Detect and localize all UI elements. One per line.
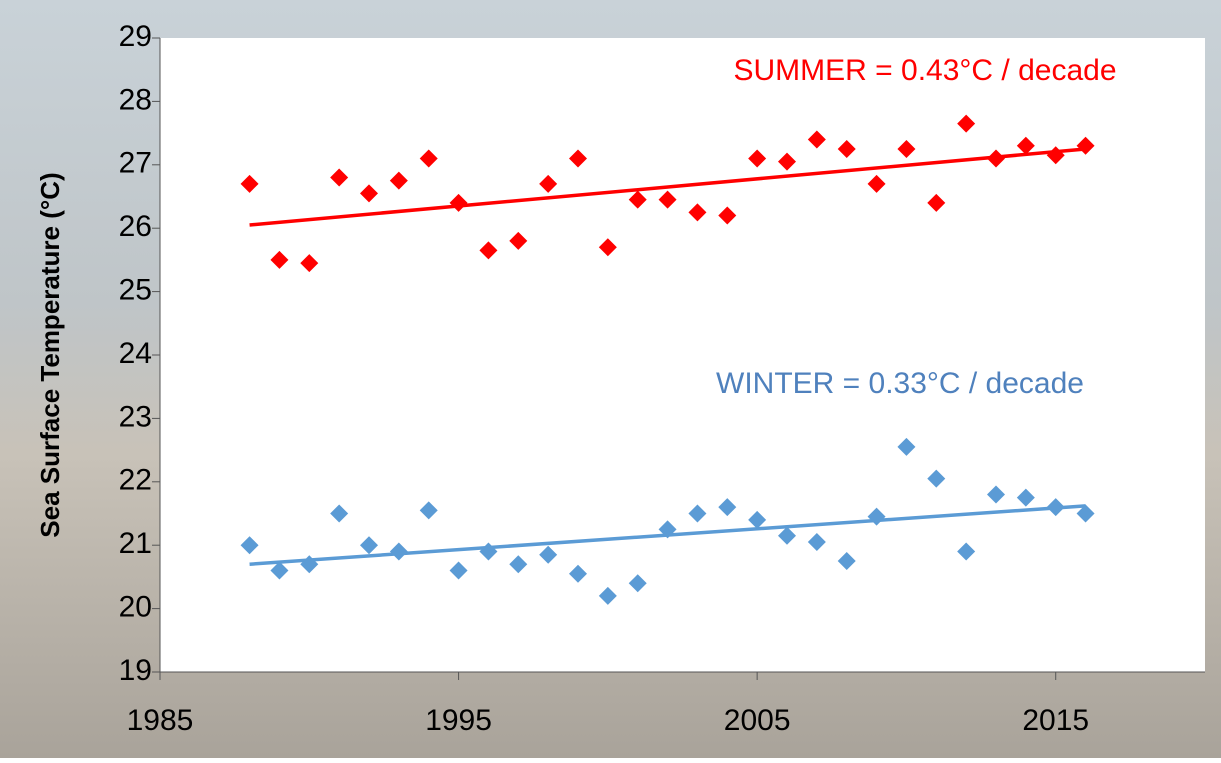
page: Sea Surface Temperature (°C) SUMMER = 0.… xyxy=(0,0,1221,763)
chart: Sea Surface Temperature (°C) SUMMER = 0.… xyxy=(0,0,1221,758)
x-tick-label: 1985 xyxy=(127,704,194,737)
y-tick-label: 24 xyxy=(119,337,152,370)
plot-area xyxy=(160,38,1205,672)
y-tick-label: 19 xyxy=(119,654,152,687)
x-tick-label: 1995 xyxy=(425,704,492,737)
y-tick-label: 23 xyxy=(119,400,152,433)
y-tick-label: 22 xyxy=(119,464,152,497)
y-tick-label: 21 xyxy=(119,527,152,560)
x-tick-label: 2005 xyxy=(724,704,791,737)
y-tick-label: 20 xyxy=(119,591,152,624)
y-tick-label: 25 xyxy=(119,274,152,307)
y-tick-label: 28 xyxy=(119,83,152,116)
annotation: WINTER = 0.33°C / decade xyxy=(716,367,1084,400)
y-tick-label: 27 xyxy=(119,147,152,180)
x-tick-label: 2015 xyxy=(1022,704,1089,737)
y-tick-label: 26 xyxy=(119,210,152,243)
y-axis-title: Sea Surface Temperature (°C) xyxy=(35,172,65,537)
annotation: SUMMER = 0.43°C / decade xyxy=(734,54,1117,87)
y-tick-label: 29 xyxy=(119,20,152,53)
